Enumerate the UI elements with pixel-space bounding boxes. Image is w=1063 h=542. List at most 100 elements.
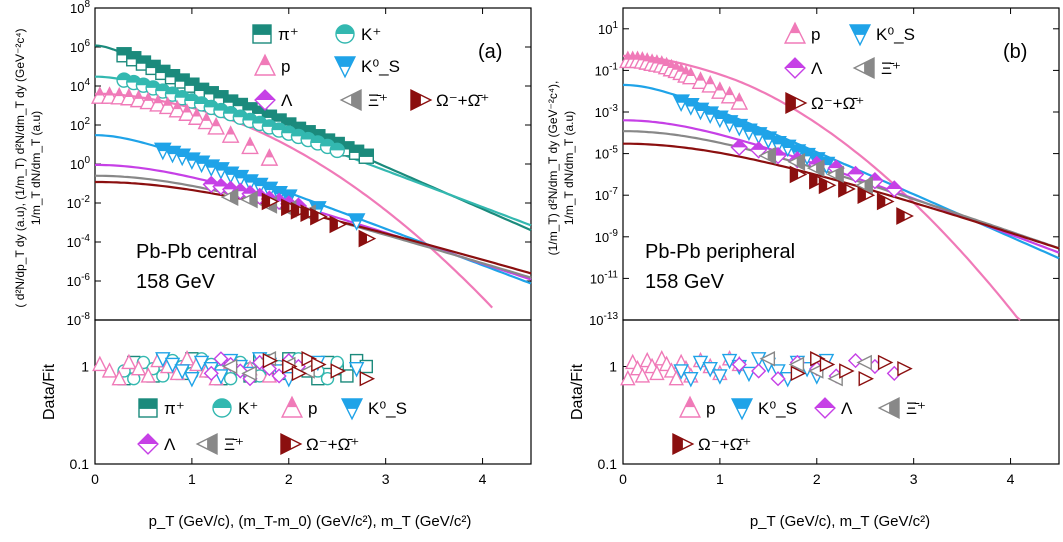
b-ytick-label: 10-3 (595, 103, 619, 120)
b-point-omega (838, 180, 856, 198)
ratio-legend-a-lambda-label: Λ (164, 435, 176, 454)
a-point-proton (139, 91, 158, 110)
b-ratio-point-k0s (673, 364, 689, 380)
b-xtick-label: 1 (716, 471, 724, 487)
a-ratio-point-xi-bar (241, 365, 257, 382)
legend-b-omega-marker (785, 91, 808, 115)
legend-a-lambda-marker (254, 89, 276, 111)
legend-b-lambda-marker (784, 57, 806, 79)
a-ratio-point-omega (301, 351, 317, 367)
a-point-k-plus (271, 122, 287, 138)
ratio-legend-b-k0s-marker (730, 398, 754, 421)
legend-b-p-label: p (811, 25, 820, 44)
a-ratio-point-omega (311, 356, 327, 373)
panel-b-ylabel-1: (1/m_T) d²N/dm_T dy (GeV⁻²c⁴), (546, 81, 560, 256)
legend-a-k0s-marker (333, 56, 357, 79)
a-xtick-label: 0 (91, 471, 99, 487)
legend-a-pi-marker (252, 24, 272, 44)
legend-a-k-marker (335, 24, 355, 44)
panel-b-ylabel-2: 1/m_T dN/dm_T (a.u) (562, 111, 576, 225)
ratio-legend-b-lambda-marker (814, 397, 836, 419)
a-xtick-label: 3 (382, 471, 390, 487)
b-ratio-point-xi-bar (856, 354, 872, 371)
a-ratio-point-pi-plus (340, 369, 354, 383)
panel-a-ylabel-1: ( d²N/dp_T dy (a.u), (1/m_T) d²N/dm_T dy… (13, 28, 27, 307)
legend-b-lambda: Λ (784, 57, 823, 79)
a-point-k0s (347, 213, 366, 231)
b-ratio-point-xi-bar (759, 351, 776, 367)
panel-b-energy: 158 GeV (645, 271, 725, 293)
a-ytick-label: 106 (70, 38, 90, 55)
legend-a-p-marker (253, 53, 277, 76)
a-point-xi-bar (240, 190, 258, 209)
a-point-omega (310, 207, 328, 226)
legend-b-k0s-label: K⁰_S (876, 25, 915, 44)
b-ratio-point-omega (897, 360, 913, 377)
ratio-legend-b-k0s: K⁰_S (730, 398, 797, 421)
b-xtick-label: 3 (910, 471, 918, 487)
panel-b-ratio-ylabel: Data/Fit (569, 363, 586, 420)
ratio-legend-b-k0s-label: K⁰_S (758, 399, 797, 418)
a-point-proton (120, 87, 138, 106)
b-point-proton (681, 66, 700, 85)
panel-b-system: Pb-Pb peripheral (645, 241, 795, 263)
a-ratio-point-omega (359, 370, 376, 387)
a-ratio-point-k0s (348, 361, 365, 378)
a-ratio-point-lambda (203, 365, 219, 381)
b-ratio-point-proton (649, 364, 665, 381)
a-ytick-label: 104 (70, 77, 90, 94)
legends: π⁺ K⁺ p K⁰_S Λ Ξ̄⁺ Ω⁻+Ω̄⁺ p K⁰_S Λ Ξ̄⁺ Ω⁻+Ω̄⁺ π⁺ K⁺ p K… (137, 21, 926, 456)
a-ytick-label: 10-2 (67, 194, 91, 211)
a-point-proton (158, 96, 177, 115)
legend-b-k0s-marker (848, 24, 872, 47)
a-point-proton (129, 89, 148, 108)
panel-b-tag: (b) (1003, 41, 1027, 63)
a-ratio-point-proton (111, 369, 127, 386)
a-point-proton (149, 93, 167, 112)
legend-b-p-marker (783, 21, 807, 44)
panel-a-ratio-frame (94, 319, 532, 465)
ratio-legend-a-k0s: K⁰_S (340, 398, 407, 421)
b-ratio-point-xi-bar (808, 363, 824, 379)
legend-b-k0s: K⁰_S (848, 24, 915, 47)
b-point-omega (818, 176, 837, 195)
legend-a-xi-label: Ξ̄⁺ (368, 91, 388, 110)
ratio-legend-a-xi: Ξ̄⁺ (195, 432, 244, 456)
a-ratio-point-proton (140, 367, 157, 383)
a-ytick-label: 10-6 (67, 272, 91, 289)
b-ratio-point-k0s (683, 371, 699, 388)
a-point-xi-bar (220, 188, 239, 206)
b-point-omega (876, 192, 895, 211)
ratio-legend-b-xi-marker (877, 396, 900, 420)
ratio-legend-a-omega-marker (280, 432, 303, 456)
b-ratio-point-omega (877, 354, 894, 371)
b-point-k0s (681, 98, 700, 116)
ratio-legend-a-k-marker (212, 398, 232, 418)
panel-a-ratio-ylabel: Data/Fit (41, 363, 58, 420)
a-point-proton (178, 103, 196, 121)
a-xtick-label: 1 (188, 471, 196, 487)
a-ratio-point-xi-bar (299, 363, 315, 379)
a-point-omega (290, 201, 309, 220)
b-point-proton (701, 74, 720, 93)
legend-a-pi-label: π⁺ (278, 25, 299, 44)
legend-a-omega-marker (410, 88, 433, 112)
a-point-proton (197, 111, 216, 130)
b-ratio-point-omega (839, 363, 855, 379)
ratio-legend-a-xi-marker (195, 432, 218, 456)
ratio-legend-b-lambda: Λ (814, 397, 853, 419)
ratio-legend-a-k0s-label: K⁰_S (368, 399, 407, 418)
a-point-proton (187, 107, 206, 125)
ratio-legend-b-xi: Ξ̄⁺ (877, 396, 926, 420)
a-ratio-point-k0s (184, 371, 200, 388)
legend-b-omega: Ω⁻+Ω̄⁺ (785, 91, 864, 115)
ratio-legend-a-k0s-marker (340, 398, 364, 421)
b-ytick-label: 10-5 (595, 145, 619, 162)
a-point-omega (329, 215, 348, 234)
a-ratio-point-omega (282, 358, 298, 375)
ratio-legend-a-k: K⁺ (212, 398, 258, 418)
b-point-xi-bar (787, 153, 806, 171)
b-point-proton (711, 81, 729, 99)
